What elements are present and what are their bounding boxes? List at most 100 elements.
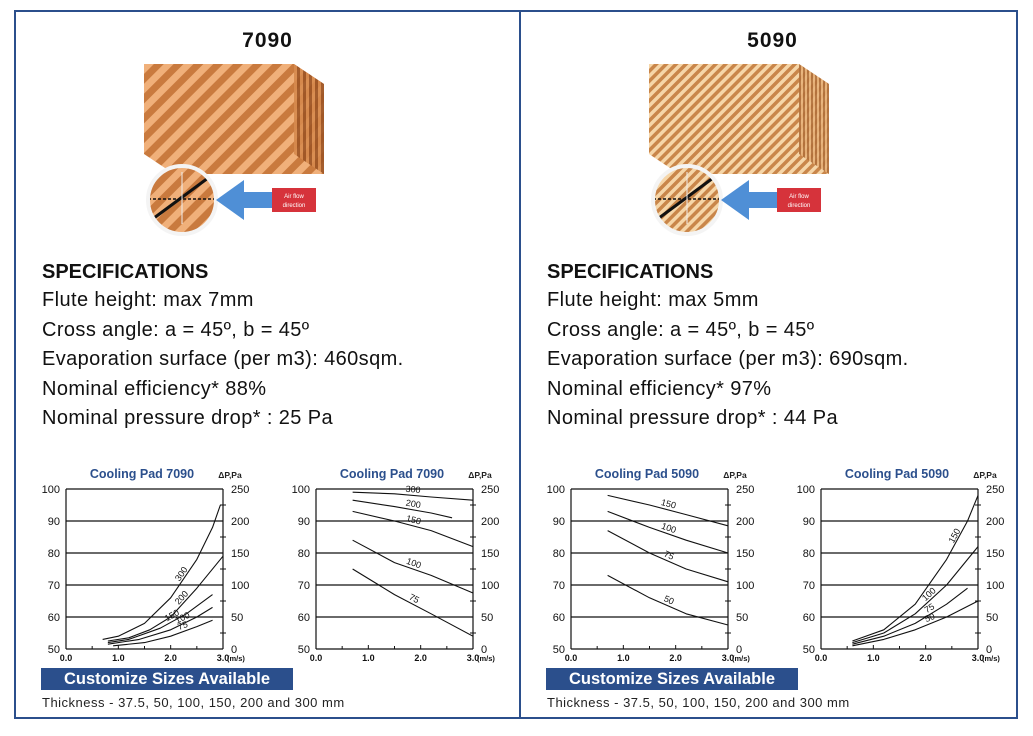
y-tick-label-left: 70: [298, 580, 310, 592]
series-line: [852, 587, 968, 645]
y-tick-label-left: 100: [547, 484, 565, 496]
model-title: 5090: [747, 29, 798, 52]
y-tick-label-left: 50: [298, 644, 310, 656]
series-line: [352, 491, 474, 501]
y-tick-label-right: 100: [481, 580, 499, 592]
y-tick-label-right: 250: [231, 484, 249, 496]
series-label: 300: [173, 565, 190, 583]
y-tick-label-left: 90: [803, 516, 815, 528]
y-tick-label-left: 60: [803, 612, 815, 624]
y-tick-label-right: 50: [986, 612, 998, 624]
y-tick-label-left: 80: [298, 548, 310, 560]
series-label: 50: [662, 593, 675, 606]
x-unit-label: (m/s): [477, 654, 495, 663]
chart-unit-label: ΔP,Pa: [973, 470, 997, 480]
series-label: 75: [176, 619, 189, 632]
x-tick-label: 3.0: [972, 653, 985, 663]
x-tick-label: 2.0: [164, 653, 177, 663]
series-line: [852, 600, 979, 647]
series-label: 75: [662, 549, 675, 562]
x-tick-label: 2.0: [919, 653, 932, 663]
chart-svg: Cooling Pad 5090 ΔP,Pa 100 90 80 70 60 50 250 200…: [797, 467, 1005, 663]
y-tick-label-right: 0: [481, 644, 487, 656]
customize-sizes-banner: Customize Sizes Available: [41, 668, 293, 690]
chart-7090-pressure: Cooling Pad 7090 ΔP,Pa 100 90 80 70 60 50 250 200…: [270, 452, 518, 664]
cooling-pad-image: Air flow direction: [649, 64, 829, 236]
specifications-heading: SPECIFICATIONS: [42, 261, 209, 283]
spec-flute-height: Flute height: max 5mm: [547, 289, 759, 311]
thickness-options: Thickness - 37.5, 50, 100, 150, 200 and …: [547, 695, 850, 710]
panel-divider: [519, 10, 521, 719]
y-tick-label-left: 90: [48, 516, 60, 528]
arrow-icon: [216, 180, 272, 220]
y-tick-label-right: 50: [481, 612, 493, 624]
series-line: [852, 546, 979, 644]
y-tick-label-right: 150: [231, 548, 249, 560]
cooling-pad-image: Air flow direction: [144, 64, 324, 236]
series-label: 100: [405, 556, 422, 570]
y-tick-label-right: 250: [736, 484, 754, 496]
y-tick-label-left: 50: [48, 644, 60, 656]
x-tick-label: 2.0: [414, 653, 427, 663]
y-tick-label-left: 70: [553, 580, 565, 592]
y-tick-label-right: 0: [231, 644, 237, 656]
chart-title: Cooling Pad 7090: [90, 467, 194, 481]
customize-sizes-banner: Customize Sizes Available: [546, 668, 798, 690]
series-label: 200: [405, 498, 422, 510]
series-label: 150: [660, 497, 677, 510]
y-tick-label-right: 100: [231, 580, 249, 592]
y-tick-label-left: 100: [292, 484, 310, 496]
spec-nominal-efficiency: Nominal efficiency* 97%: [547, 377, 772, 400]
x-tick-label: 1.0: [617, 653, 630, 663]
x-tick-label: 0.0: [310, 653, 323, 663]
y-tick-label-right: 0: [986, 644, 992, 656]
x-tick-label: 1.0: [867, 653, 880, 663]
spec-cross-angle: Cross angle: a = 45º, b = 45º: [547, 318, 815, 341]
thickness-options: Thickness - 37.5, 50, 100, 150, 200 and …: [42, 695, 345, 710]
y-tick-label-right: 100: [986, 580, 1004, 592]
series-line: [352, 499, 453, 519]
spec-cross-angle: Cross angle: a = 45º, b = 45º: [42, 318, 310, 341]
x-tick-label: 1.0: [362, 653, 375, 663]
product-panel-5090: 5090 Air flow direction SPECIFICATI: [521, 12, 1024, 717]
outer-frame: [14, 10, 1018, 719]
specifications: SPECIFICATIONS Flute height: max 5mm Cro…: [547, 260, 1017, 434]
spec-evaporation-surface: Evaporation surface (per m3): 690sqm.: [547, 348, 909, 370]
y-tick-label-right: 50: [736, 612, 748, 624]
y-tick-label-right: 100: [736, 580, 754, 592]
x-unit-label: (m/s): [227, 654, 245, 663]
spec-pressure-drop: Nominal pressure drop* : 44 Pa: [547, 407, 839, 429]
series-line: [607, 494, 729, 527]
specifications: SPECIFICATIONS Flute height: max 7mm Cro…: [42, 260, 512, 434]
product-panel-7090: 7090 Air flow direction SPECIFICATI: [16, 12, 519, 717]
spec-pressure-drop: Nominal pressure drop* : 25 Pa: [42, 407, 334, 429]
y-tick-label-left: 70: [48, 580, 60, 592]
y-tick-label-right: 200: [986, 516, 1004, 528]
spec-nominal-efficiency: Nominal efficiency* 88%: [42, 377, 267, 400]
y-tick-label-left: 90: [553, 516, 565, 528]
series-line: [352, 510, 474, 548]
chart-unit-label: ΔP,Pa: [468, 470, 492, 480]
series-line: [607, 574, 729, 626]
spec-flute-height: Flute height: max 7mm: [42, 289, 254, 311]
y-tick-label-right: 250: [986, 484, 1004, 496]
svg-text:Air flow: Air flow: [284, 194, 304, 200]
y-tick-label-left: 60: [48, 612, 60, 624]
x-tick-label: 3.0: [217, 653, 230, 663]
series-label: 75: [922, 601, 936, 615]
x-unit-label: (m/s): [982, 654, 1000, 663]
y-tick-label-right: 150: [986, 548, 1004, 560]
x-tick-label: 0.0: [565, 653, 578, 663]
y-tick-label-right: 200: [736, 516, 754, 528]
series-label: 300: [405, 484, 421, 495]
y-tick-label-left: 60: [553, 612, 565, 624]
y-tick-label-right: 150: [736, 548, 754, 560]
series-label: 100: [660, 521, 677, 535]
chart-unit-label: ΔP,Pa: [723, 470, 747, 480]
y-tick-label-right: 250: [481, 484, 499, 496]
y-tick-label-left: 50: [553, 644, 565, 656]
chart-title: Cooling Pad 5090: [845, 467, 949, 481]
chart-5090-pressure: Cooling Pad 5090 ΔP,Pa 100 90 80 70 60 50 250 200…: [775, 452, 1023, 664]
x-tick-label: 0.0: [60, 653, 73, 663]
arrow-icon: [721, 180, 777, 220]
